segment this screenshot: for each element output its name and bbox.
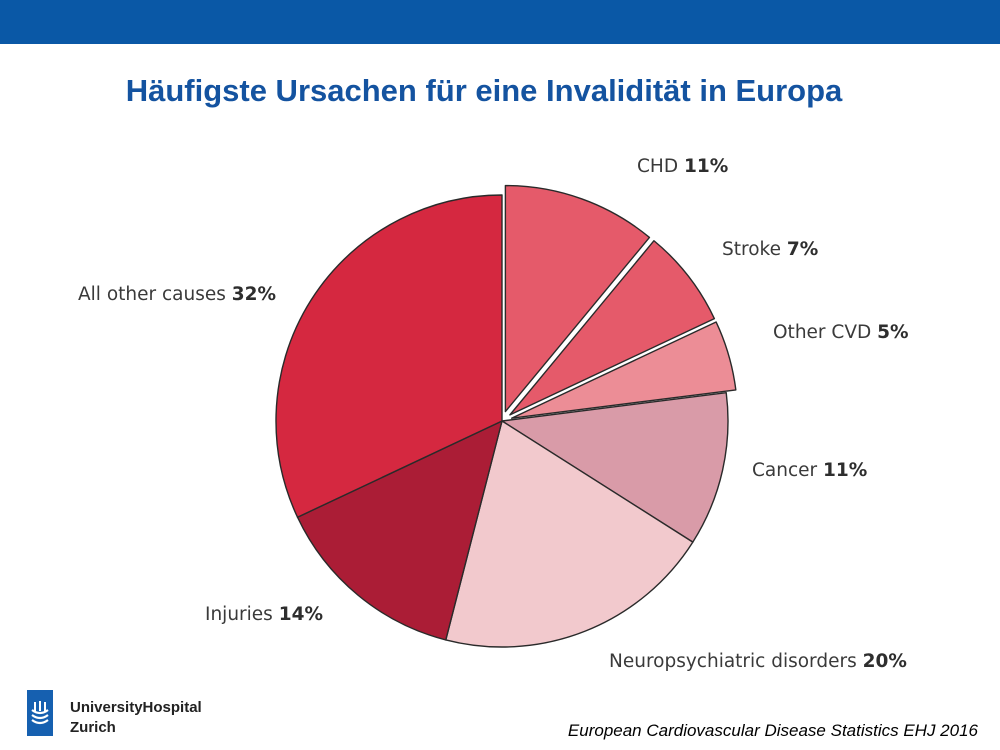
label-chd: CHD 11% <box>637 156 728 178</box>
logo-text: UniversityHospital Zurich <box>70 698 202 738</box>
label-neuropsychiatric: Neuropsychiatric disorders 20% <box>609 651 907 673</box>
slice-value: 32% <box>231 284 277 305</box>
pie-slice-neuropsychiatric-disorders <box>445 420 694 648</box>
label-all-other: All other causes 32% <box>78 284 276 306</box>
logo-line-1: UniversityHospital <box>70 699 202 716</box>
pie-slice-stroke <box>509 240 716 416</box>
slice-label: Stroke <box>722 239 781 260</box>
source-citation: European Cardiovascular Disease Statisti… <box>567 721 978 740</box>
slice-label: Neuropsychiatric disorders <box>609 651 857 672</box>
university-logo-icon <box>27 690 53 736</box>
top-banner <box>0 0 1000 44</box>
slice-label: CHD <box>637 156 679 177</box>
logo-line-2: Zurich <box>70 719 116 736</box>
slice-label: Injuries <box>205 604 273 625</box>
label-cancer: Cancer 11% <box>752 460 867 482</box>
slice-value: 20% <box>862 651 907 672</box>
label-other-cvd: Other CVD 5% <box>773 322 909 344</box>
slice-label: All other causes <box>78 284 226 305</box>
pie-slice-cancer <box>501 391 729 543</box>
slice-value: 7% <box>786 239 819 260</box>
slice-label: Other CVD <box>773 322 872 343</box>
page-title: Häufigste Ursachen für eine Invalidität … <box>125 73 843 108</box>
slice-value: 5% <box>877 322 909 343</box>
label-injuries: Injuries 14% <box>205 604 323 626</box>
pie-slice-all-other-causes <box>275 194 503 518</box>
slice-label: Cancer <box>752 460 818 481</box>
pie-slice-injuries <box>296 420 503 641</box>
slice-value: 14% <box>278 604 323 625</box>
slice-value: 11% <box>823 460 868 481</box>
slice-value: 11% <box>683 156 729 177</box>
label-stroke: Stroke 7% <box>722 239 818 261</box>
pie-slice-chd <box>504 184 651 413</box>
pie-slice-other-cvd <box>510 321 737 419</box>
